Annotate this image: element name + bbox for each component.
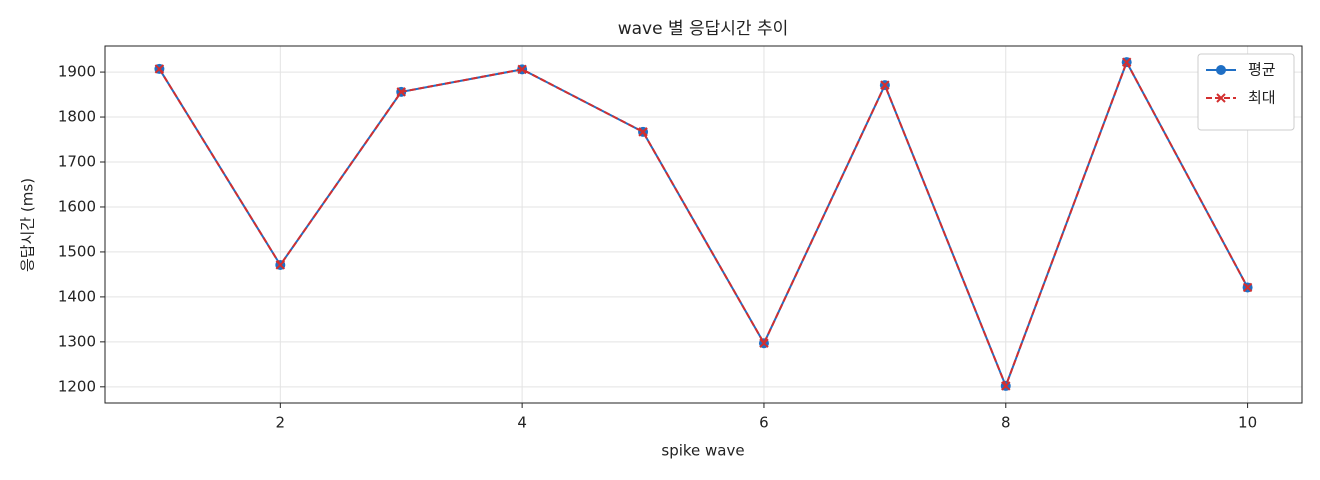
y-tick-label: 1800 (58, 108, 96, 126)
marker (1121, 57, 1132, 67)
plot-frame (104, 45, 1303, 404)
x-axis-label: spike wave (661, 442, 744, 460)
legend-label: 최대 (1248, 89, 1276, 107)
marker (1216, 65, 1226, 75)
marker (880, 80, 890, 90)
y-tick-label: 1500 (58, 242, 96, 260)
line (158, 59, 1249, 389)
y-tick-label: 1700 (58, 153, 96, 171)
marker (1216, 93, 1226, 103)
legend-box (1197, 53, 1295, 131)
legend-label: 평균 (1248, 61, 1276, 79)
marker (154, 64, 165, 74)
x-tick-label: 6 (759, 414, 769, 432)
marker (396, 87, 406, 97)
chart-title: wave 별 응답시간 추이 (618, 19, 789, 39)
x-tick-label: 2 (276, 414, 286, 432)
marker (275, 260, 286, 270)
x-tick-label: 8 (1001, 414, 1011, 432)
marker (759, 338, 769, 348)
y-tick-label: 1900 (58, 63, 96, 81)
y-tick-label: 1200 (58, 377, 96, 395)
y-tick-label: 1300 (58, 332, 96, 350)
marker (1242, 282, 1253, 293)
x-tick-label: 10 (1238, 414, 1257, 432)
y-axis-label: 응답시간 (ms) (19, 178, 37, 272)
marker (517, 64, 527, 75)
line (158, 59, 1249, 389)
marker (1001, 381, 1011, 391)
x-tick-label: 4 (517, 414, 527, 432)
y-tick-label: 1400 (58, 287, 96, 305)
marker (638, 127, 648, 137)
y-tick-label: 1600 (58, 197, 96, 215)
